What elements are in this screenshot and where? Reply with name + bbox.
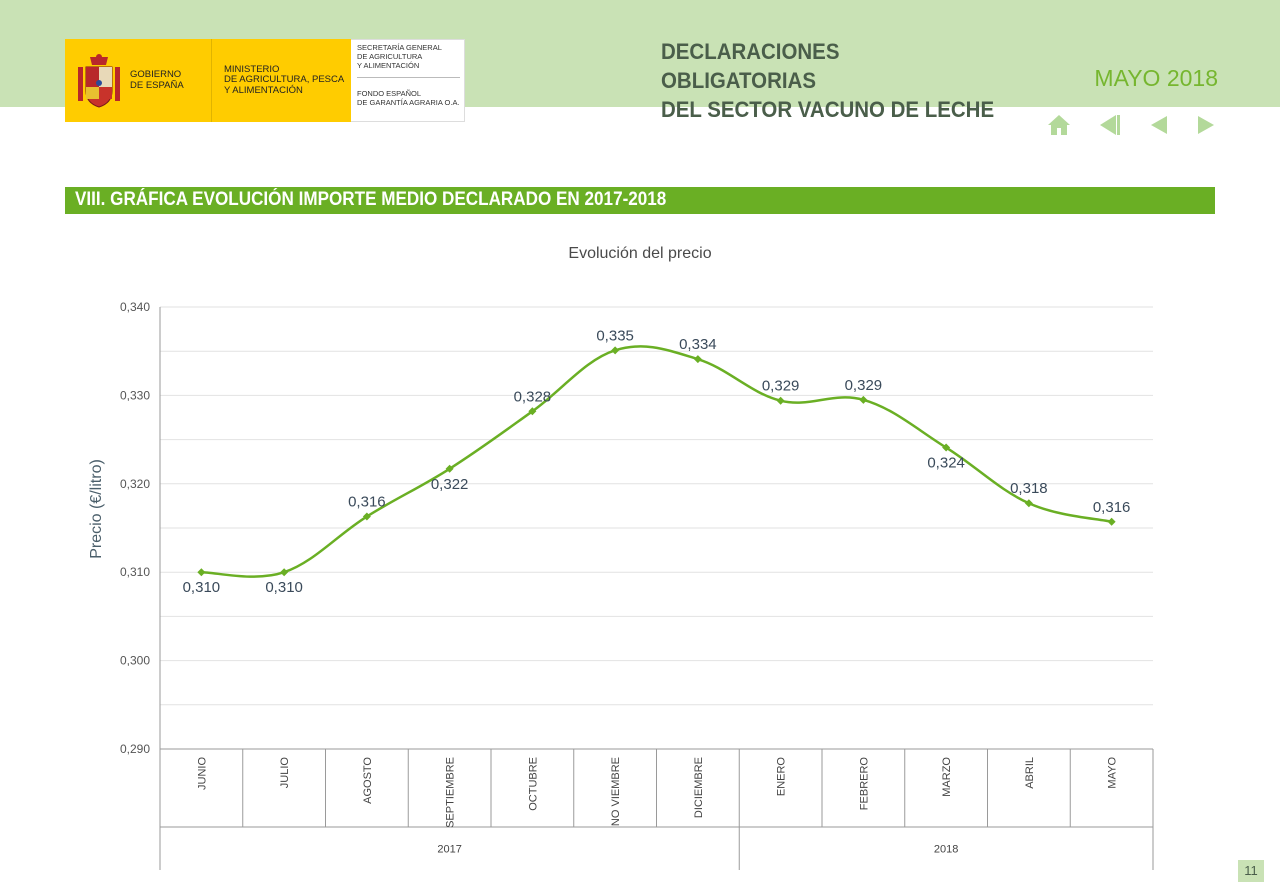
next-page-icon — [1198, 116, 1214, 134]
section-title: VIII. GRÁFICA EVOLUCIÓN IMPORTE MEDIO DE… — [75, 189, 667, 210]
series-line-path — [201, 345, 1112, 578]
coat-of-arms-icon — [78, 53, 120, 108]
y-tick-label: 0,310 — [120, 565, 150, 579]
data-label: 0,310 — [265, 579, 303, 596]
x-category-label: JUNIO — [196, 757, 208, 790]
logo-fega-text: FONDO ESPAÑOL DE GARANTÍA AGRARIA O.A. — [357, 89, 460, 107]
logo-ministerio: MINISTERIO DE AGRICULTURA, PESCA Y ALIME… — [212, 39, 351, 122]
x-category-label: MAYO — [1107, 757, 1119, 789]
series-line — [201, 345, 1112, 578]
data-point — [528, 407, 537, 416]
data-label: 0,334 — [679, 336, 717, 353]
data-point — [1024, 499, 1033, 508]
logo-ministerio-text: MINISTERIO DE AGRICULTURA, PESCA Y ALIME… — [224, 63, 345, 96]
x-category-label: AGOSTO — [362, 757, 374, 804]
document-title: DECLARACIONES OBLIGATORIAS DEL SECTOR VA… — [661, 39, 995, 122]
chart-grid — [160, 306, 1153, 750]
x-category-label: MARZO — [941, 757, 953, 797]
y-tick-label: 0,330 — [120, 388, 150, 402]
x-category-label: DICIEMBRE — [693, 757, 705, 818]
logo-gobierno: GOBIERNO DE ESPAÑA — [65, 39, 212, 122]
x-category-label: FEBRERO — [858, 757, 870, 811]
y-tick-label: 0,340 — [120, 300, 150, 314]
x-category-label: ABRIL — [1024, 757, 1036, 789]
logo-agencies: SECRETARÍA GENERAL DE AGRICULTURA Y ALIM… — [351, 39, 465, 122]
x-group-label: 2017 — [437, 844, 461, 856]
data-point — [197, 568, 206, 577]
chart-axes — [159, 307, 1154, 870]
chart-title: Evolución del precio — [568, 245, 711, 262]
data-label: 0,324 — [927, 455, 965, 472]
x-group-label: 2018 — [934, 844, 958, 856]
x-category-label: NO VIEMBRE — [610, 757, 622, 826]
government-logo: GOBIERNO DE ESPAÑA MINISTERIO DE AGRICUL… — [65, 39, 465, 122]
logo-secretaria-text: SECRETARÍA GENERAL DE AGRICULTURA Y ALIM… — [357, 43, 460, 78]
x-category-label: OCTUBRE — [527, 757, 539, 811]
data-label: 0,310 — [183, 579, 221, 596]
y-tick-label: 0,300 — [120, 654, 150, 668]
data-label: 0,322 — [431, 476, 469, 493]
y-tick-labels: 0,290 0,300 0,310 0,320 0,330 0,340 — [120, 300, 150, 756]
x-category-label: ENERO — [776, 757, 788, 797]
x-category-label: JULIO — [279, 757, 291, 789]
data-point — [942, 443, 951, 452]
next-page-button[interactable] — [1193, 112, 1219, 138]
first-page-icon — [1100, 115, 1120, 135]
data-label: 0,318 — [1010, 480, 1048, 497]
home-icon — [1048, 115, 1070, 135]
data-point — [362, 512, 371, 521]
data-label: 0,316 — [348, 494, 386, 511]
x-group-labels: 2017 2018 — [437, 844, 958, 856]
previous-page-button[interactable] — [1146, 112, 1172, 138]
data-point — [859, 395, 868, 404]
data-point — [445, 464, 454, 473]
data-label: 0,316 — [1093, 499, 1131, 516]
section-header: VIII. GRÁFICA EVOLUCIÓN IMPORTE MEDIO DE… — [65, 187, 1215, 214]
y-axis-label: Precio (€/litro) — [88, 459, 105, 559]
page-number: 11 — [1238, 860, 1264, 882]
x-category-labels: JUNIO JULIO AGOSTO SEPTIEMBRE OCTUBRE NO VIEM… — [196, 757, 1118, 828]
data-label: 0,329 — [845, 377, 883, 394]
data-point — [693, 355, 702, 364]
data-labels: 0,310 0,310 0,316 0,322 0,328 0,335 0,334 0,329… — [183, 327, 1131, 596]
home-button[interactable] — [1046, 112, 1072, 138]
data-label: 0,329 — [762, 378, 800, 395]
data-label: 0,328 — [514, 388, 552, 405]
data-label: 0,335 — [596, 327, 634, 344]
first-page-button[interactable] — [1096, 112, 1122, 138]
data-point — [611, 346, 620, 355]
series-points — [197, 346, 1116, 577]
document-date: MAYO 2018 — [1094, 65, 1218, 91]
y-tick-label: 0,290 — [120, 742, 150, 756]
data-point — [1107, 517, 1116, 526]
y-tick-label: 0,320 — [120, 477, 150, 491]
logo-gobierno-text: GOBIERNO DE ESPAÑA — [130, 69, 184, 91]
previous-page-icon — [1151, 116, 1167, 134]
data-point — [776, 396, 785, 405]
data-point — [280, 568, 289, 577]
x-category-label: SEPTIEMBRE — [445, 757, 457, 828]
